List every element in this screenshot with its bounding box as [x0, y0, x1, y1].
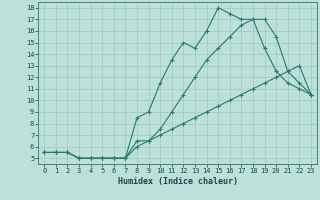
X-axis label: Humidex (Indice chaleur): Humidex (Indice chaleur)	[118, 177, 238, 186]
